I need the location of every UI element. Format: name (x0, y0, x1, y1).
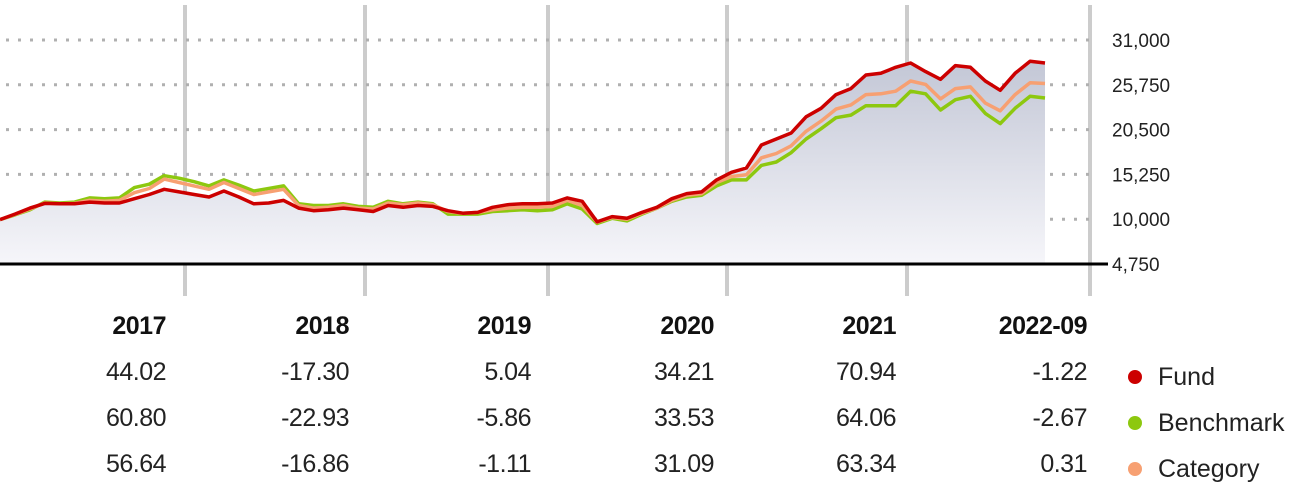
category-line (0, 79, 1046, 224)
year-label: 2022-09 (998, 312, 1088, 340)
benchmark-return: -5.86 (476, 404, 532, 432)
year-label: 2017 (112, 312, 166, 340)
y-tick-label: 15,250 (1112, 165, 1170, 186)
benchmark-return: 60.80 (105, 404, 167, 432)
legend-label: Fund (1158, 362, 1215, 391)
y-tick-label: 10,000 (1112, 210, 1170, 231)
legend-label: Category (1158, 454, 1260, 483)
y-tick-label: 31,000 (1112, 31, 1170, 52)
legend-benchmark: Benchmark (1128, 408, 1284, 438)
fund-return: -1.22 (1032, 358, 1088, 386)
fund-area-fill (0, 61, 1045, 264)
y-axis-labels: 31,000 25,750 20,500 15,250 10,000 4,750 (1112, 31, 1170, 276)
fund-return: 70.94 (835, 358, 897, 386)
category-return: -16.86 (281, 450, 349, 478)
legend-category: Category (1128, 454, 1259, 484)
fund-return: 44.02 (105, 358, 167, 386)
year-label: 2018 (295, 312, 349, 340)
growth-chart: 31,000 25,750 20,500 15,250 10,000 4,750 (0, 5, 1170, 296)
fund-return: -17.30 (281, 358, 349, 386)
category-return: -1.11 (478, 450, 531, 478)
fund-return: 5.04 (484, 358, 531, 386)
category-return: 31.09 (653, 450, 715, 478)
benchmark-return: 33.53 (653, 404, 715, 432)
category-return: 56.64 (105, 450, 167, 478)
fund-return: 34.21 (653, 358, 715, 386)
benchmark-dot-icon (1128, 416, 1142, 430)
y-tick-label: 20,500 (1112, 121, 1170, 142)
fund-dot-icon (1128, 370, 1142, 384)
category-dot-icon (1128, 462, 1142, 476)
year-label: 2021 (842, 312, 896, 340)
y-tick-label: 4,750 (1112, 255, 1160, 276)
benchmark-return: -22.93 (281, 404, 349, 432)
year-label: 2019 (477, 312, 531, 340)
y-tick-label: 25,750 (1112, 76, 1170, 97)
fund-line (0, 59, 1046, 224)
category-return: 63.34 (835, 450, 897, 478)
benchmark-return: -2.67 (1032, 404, 1088, 432)
year-label: 2020 (660, 312, 714, 340)
benchmark-line (0, 89, 1046, 226)
benchmark-return: 64.06 (835, 404, 897, 432)
legend-label: Benchmark (1158, 408, 1285, 437)
category-return: 0.31 (1040, 450, 1087, 478)
legend-fund: Fund (1128, 362, 1215, 392)
